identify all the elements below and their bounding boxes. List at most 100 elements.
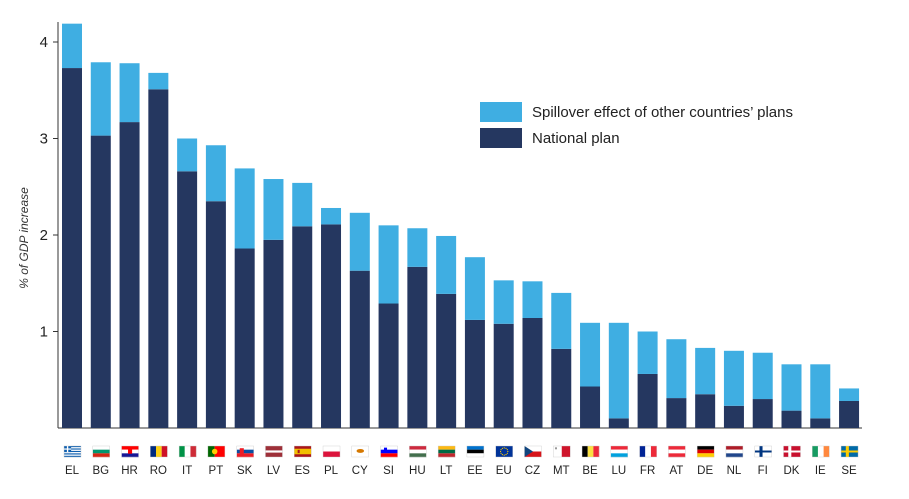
- flag-luxembourg-icon: [610, 445, 629, 458]
- bar-national-it: [177, 171, 198, 428]
- flag-estonia-icon: [466, 445, 485, 458]
- bar-spillover-cz: [522, 281, 543, 318]
- flag-denmark-icon: [783, 445, 801, 458]
- bars: [62, 23, 860, 429]
- bar-spillover-ee: [464, 257, 485, 320]
- x-tick-label: ES: [295, 465, 311, 477]
- bar-national-lt: [436, 293, 457, 428]
- bar-national-ie: [810, 418, 831, 428]
- x-tick-label: DE: [697, 465, 713, 477]
- bar-national-at: [666, 398, 687, 428]
- bar-national-be: [580, 386, 601, 428]
- bar-spillover-at: [666, 339, 687, 399]
- country-flags: [63, 445, 859, 458]
- x-tick-label: FR: [640, 465, 655, 477]
- flag-slovakia-icon: [236, 445, 254, 458]
- flag-spain-icon: [294, 445, 312, 458]
- bar-national-cy: [349, 270, 370, 428]
- x-tick-label: EE: [467, 465, 483, 477]
- bar-spillover-si: [378, 225, 399, 304]
- flag-austria-icon: [668, 445, 686, 458]
- flag-cyprus-icon: [351, 445, 369, 458]
- x-tick-label: AT: [669, 465, 683, 477]
- flag-eu-icon: [495, 445, 513, 458]
- legend-label: National plan: [532, 130, 620, 147]
- x-tick-label: BE: [582, 465, 598, 477]
- bar-spillover-it: [177, 138, 198, 172]
- flag-netherlands-icon: [725, 445, 744, 458]
- legend-swatch: [480, 128, 522, 148]
- bar-national-lu: [608, 418, 629, 428]
- bar-national-hr: [119, 122, 140, 428]
- bar-spillover-lv: [263, 179, 284, 240]
- y-tick-label: 3: [40, 131, 48, 148]
- y-tick-label: 2: [40, 227, 48, 244]
- x-tick-label: PL: [324, 465, 339, 477]
- bar-spillover-de: [695, 347, 716, 395]
- flag-germany-icon: [696, 445, 715, 458]
- bar-national-cz: [522, 317, 543, 428]
- bar-national-de: [695, 394, 716, 428]
- flag-france-icon: [639, 445, 657, 458]
- x-tick-label: MT: [553, 465, 570, 477]
- bar-national-bg: [90, 135, 111, 429]
- flag-portugal-icon: [207, 445, 226, 458]
- bar-spillover-bg: [90, 62, 111, 136]
- bar-spillover-fr: [637, 331, 658, 374]
- x-tick-label: CY: [352, 465, 368, 477]
- legend-label: Spillover effect of other countries’ pla…: [532, 104, 793, 121]
- flag-czechia-icon: [524, 445, 542, 458]
- bar-spillover-hr: [119, 63, 140, 123]
- y-tick-label: 1: [40, 324, 48, 341]
- flag-bulgaria-icon: [92, 445, 110, 458]
- bar-spillover-cy: [349, 212, 370, 271]
- flag-croatia-icon: [121, 445, 139, 458]
- bar-national-si: [378, 303, 399, 428]
- bar-spillover-fi: [752, 352, 773, 400]
- x-axis-labels: EL BG HR RO IT PT SK LV ES PL CY SI HU LT EE EU CZ MT BE LU…: [65, 465, 857, 477]
- bar-national-mt: [551, 348, 572, 428]
- flag-poland-icon: [322, 445, 341, 458]
- x-tick-label: LT: [440, 465, 453, 477]
- bar-spillover-se: [839, 388, 860, 401]
- bar-national-hu: [407, 266, 428, 428]
- bar-spillover-lt: [436, 235, 457, 294]
- flag-ireland-icon: [812, 445, 830, 458]
- bar-national-sk: [234, 248, 255, 428]
- bar-national-ee: [464, 319, 485, 428]
- bar-spillover-mt: [551, 292, 572, 349]
- bar-spillover-pt: [205, 145, 226, 202]
- x-tick-label: LV: [267, 465, 281, 477]
- bar-national-ro: [148, 89, 169, 428]
- x-tick-label: SI: [383, 465, 394, 477]
- x-tick-label: HU: [409, 465, 426, 477]
- bar-spillover-ro: [148, 72, 169, 90]
- flag-italy-icon: [178, 445, 197, 458]
- x-tick-label: EU: [496, 465, 512, 477]
- x-tick-label: SK: [237, 465, 253, 477]
- bar-spillover-sk: [234, 168, 255, 249]
- bar-national-fi: [752, 399, 773, 428]
- bar-spillover-el: [62, 23, 82, 69]
- flag-finland-icon: [754, 445, 772, 458]
- x-tick-label: SE: [841, 465, 857, 477]
- bar-national-el: [62, 68, 82, 429]
- y-tick-label: 4: [40, 34, 48, 51]
- bar-spillover-dk: [781, 364, 802, 411]
- flag-slovenia-icon: [380, 445, 398, 458]
- x-tick-label: HR: [121, 465, 138, 477]
- legend: Spillover effect of other countries’ pla…: [480, 102, 793, 148]
- bar-spillover-hu: [407, 228, 428, 267]
- flag-sweden-icon: [840, 445, 859, 458]
- x-tick-label: CZ: [525, 465, 540, 477]
- bar-spillover-ie: [810, 364, 831, 419]
- flag-lithuania-icon: [437, 445, 456, 458]
- x-tick-label: IE: [815, 465, 826, 477]
- bar-spillover-lu: [608, 322, 629, 419]
- x-tick-label: FI: [758, 465, 768, 477]
- flag-romania-icon: [150, 445, 168, 458]
- flag-latvia-icon: [265, 445, 283, 458]
- bar-national-se: [839, 400, 860, 428]
- flag-hungary-icon: [409, 445, 427, 458]
